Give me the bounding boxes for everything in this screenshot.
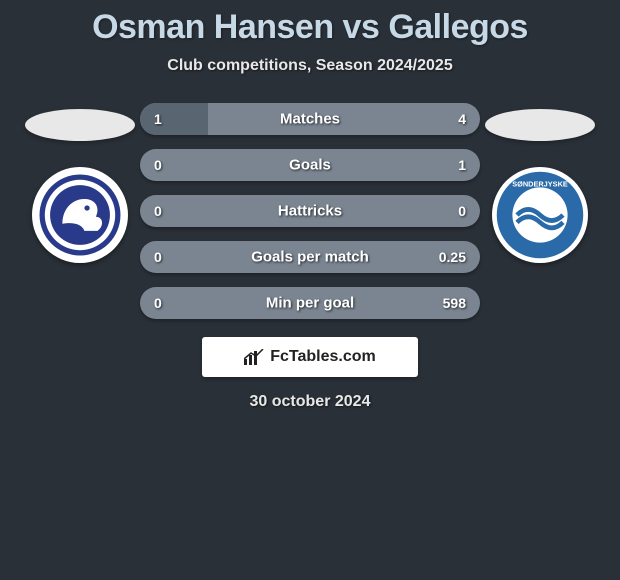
- stat-right-value: 0: [458, 203, 466, 219]
- stat-label: Hattricks: [278, 203, 342, 220]
- stat-left-value: 0: [154, 157, 162, 173]
- sonderjyske-badge-icon: SØNDERJYSKE: [494, 169, 586, 261]
- subtitle: Club competitions, Season 2024/2025: [0, 57, 620, 75]
- right-player-placeholder: [485, 109, 595, 141]
- stat-label: Matches: [280, 111, 340, 128]
- stat-bar: 0 Min per goal 598: [140, 287, 480, 319]
- footer: FcTables.com 30 october 2024: [0, 337, 620, 411]
- stat-fill: [140, 103, 208, 135]
- left-player-placeholder: [25, 109, 135, 141]
- stats-column: 1 Matches 4 0 Goals 1 0 Hattricks 0 0 Goals per ma…: [140, 103, 480, 319]
- stat-right-value: 4: [458, 111, 466, 127]
- right-side: SØNDERJYSKE: [480, 103, 600, 263]
- chart-icon: [244, 349, 264, 365]
- page-title: Osman Hansen vs Gallegos: [0, 8, 620, 47]
- stat-bar: 1 Matches 4: [140, 103, 480, 135]
- stat-right-value: 598: [443, 295, 466, 311]
- stat-bar: 0 Hattricks 0: [140, 195, 480, 227]
- stat-right-value: 0.25: [439, 249, 466, 265]
- date-text: 30 october 2024: [250, 393, 371, 411]
- source-attribution: FcTables.com: [202, 337, 418, 377]
- left-club-badge: [32, 167, 128, 263]
- svg-text:SØNDERJYSKE: SØNDERJYSKE: [512, 179, 568, 188]
- left-side: [20, 103, 140, 263]
- stat-label: Goals per match: [251, 249, 369, 266]
- stat-label: Min per goal: [266, 295, 354, 312]
- stat-bar: 0 Goals per match 0.25: [140, 241, 480, 273]
- comparison-widget: Osman Hansen vs Gallegos Club competitio…: [0, 0, 620, 411]
- stat-left-value: 0: [154, 295, 162, 311]
- randers-badge-icon: [36, 171, 124, 259]
- stat-left-value: 0: [154, 249, 162, 265]
- source-text: FcTables.com: [270, 348, 376, 366]
- stat-left-value: 0: [154, 203, 162, 219]
- stat-label: Goals: [289, 157, 331, 174]
- stat-right-value: 1: [458, 157, 466, 173]
- stat-bar: 0 Goals 1: [140, 149, 480, 181]
- main-row: 1 Matches 4 0 Goals 1 0 Hattricks 0 0 Goals per ma…: [0, 103, 620, 319]
- right-club-badge: SØNDERJYSKE: [492, 167, 588, 263]
- stat-left-value: 1: [154, 111, 162, 127]
